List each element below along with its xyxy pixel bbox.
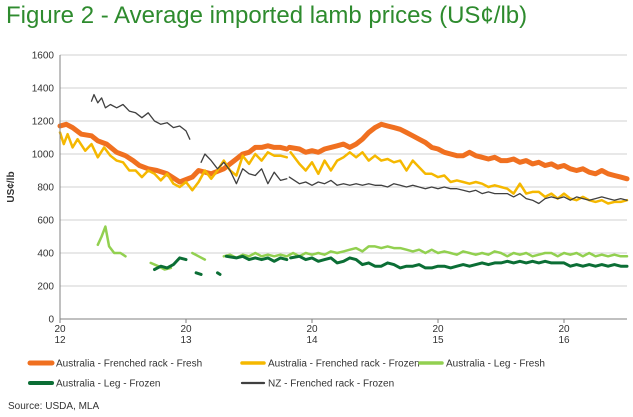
series-line (216, 271, 222, 276)
series-line (57, 121, 290, 185)
y-tick-label: 0 (48, 315, 54, 326)
source-note: Source: USDA, MLA (8, 401, 100, 412)
series-line (194, 271, 203, 276)
x-tick-label-bottom: 16 (558, 335, 570, 346)
y-tick-label: 400 (37, 249, 54, 260)
y-tick-label: 800 (37, 183, 54, 194)
y-axis-title: US¢/lb (6, 171, 17, 202)
legend-item: NZ - Frenched rack - Frozen (240, 379, 394, 390)
legend-item: Australia - Leg - Fresh (418, 359, 545, 370)
legend-item: Australia - Frenched rack - Fresh (27, 359, 202, 370)
gridlines (60, 54, 627, 320)
legend-label: Australia - Leg - Frozen (56, 379, 161, 390)
series-3 (153, 254, 629, 276)
x-tick-label-bottom: 13 (180, 335, 192, 346)
series-line (200, 153, 288, 185)
x-tick-label-bottom: 14 (306, 335, 318, 346)
series-line (96, 225, 127, 258)
x-tick-label-top: 20 (54, 324, 66, 335)
series-line (224, 254, 289, 263)
series-line (153, 256, 188, 271)
y-tick-label: 1200 (32, 117, 55, 128)
chart-title: Figure 2 - Average imported lamb prices … (6, 2, 528, 29)
series-line (191, 251, 207, 261)
series-line (288, 176, 628, 205)
series-line (90, 93, 191, 140)
series-lines (57, 93, 630, 276)
series-line (222, 245, 629, 260)
legend-label: Australia - Leg - Fresh (446, 359, 545, 370)
series-4 (90, 93, 628, 205)
series-line (289, 151, 629, 205)
legend-item: Australia - Frenched rack - Frozen (240, 359, 420, 370)
series-1 (58, 131, 629, 205)
series-line (286, 121, 630, 182)
y-tick-label: 200 (37, 282, 54, 293)
legend-label: NZ - Frenched rack - Frozen (268, 379, 394, 390)
series-line (58, 131, 289, 192)
x-tick-label-top: 20 (180, 324, 192, 335)
x-tick-label-bottom: 15 (432, 335, 444, 346)
x-tick-label-top: 20 (558, 324, 570, 335)
x-tick-label-top: 20 (306, 324, 318, 335)
axes: 0200400600800100012001400160020122013201… (32, 51, 627, 346)
y-tick-label: 1000 (32, 150, 55, 161)
x-tick-label-top: 20 (432, 324, 444, 335)
series-0 (57, 121, 630, 185)
y-tick-label: 1400 (32, 84, 55, 95)
legend-item: Australia - Leg - Frozen (28, 379, 161, 390)
series-line (289, 254, 629, 270)
y-tick-label: 600 (37, 216, 54, 227)
y-tick-label: 1600 (32, 51, 55, 62)
legend-label: Australia - Frenched rack - Frozen (268, 359, 420, 370)
legend-label: Australia - Frenched rack - Fresh (56, 359, 202, 370)
legend: Australia - Frenched rack - Fresh Austral… (27, 359, 545, 390)
x-tick-label-bottom: 12 (54, 335, 66, 346)
